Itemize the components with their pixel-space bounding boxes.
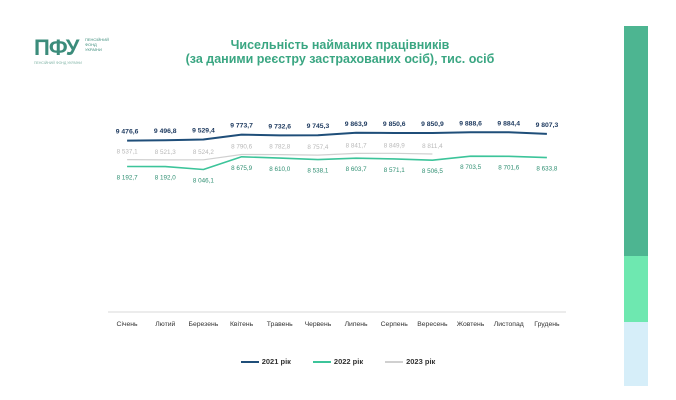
legend-label-2023: 2023 рік [406, 357, 436, 366]
legend-label-2021: 2021 рік [261, 357, 291, 366]
chart-legend: 2021 рік 2022 рік 2023 рік [0, 357, 676, 366]
data-label: 8 192,0 [155, 175, 177, 182]
data-label: 8 701,6 [498, 164, 520, 171]
chart-title-block: Чисельність найманих працівників (за дан… [160, 38, 520, 66]
data-label: 9 476,6 [116, 129, 139, 136]
data-label: 8 675,9 [231, 165, 253, 172]
legend-item-2023[interactable]: 2023 рік [385, 357, 435, 366]
legend-item-2022[interactable]: 2022 рік [312, 357, 364, 366]
data-label: 8 571,1 [384, 167, 406, 174]
x-tick-label: Жовтень [457, 321, 485, 328]
logo-sub-line: ПЕНСІЙНИЙ [85, 37, 109, 42]
data-label: 9 496,8 [154, 128, 177, 135]
series-line-2021-рік [127, 131, 547, 142]
x-tick-label: Січень [117, 320, 138, 328]
data-label: 8 703,5 [460, 164, 482, 171]
data-label: 9 850,6 [383, 121, 406, 128]
data-label: 8 521,3 [155, 149, 177, 156]
x-tick-label: Липень [345, 321, 368, 328]
legend-swatch-2023 [385, 360, 404, 363]
data-label: 9 884,4 [497, 120, 520, 127]
x-tick-label: Червень [305, 321, 332, 328]
data-label: 8 757,4 [307, 144, 329, 151]
data-label: 9 888,6 [459, 120, 482, 127]
series-line-2023-рік [127, 152, 433, 161]
legend-label-2022: 2022 рік [333, 357, 364, 366]
data-label: 9 529,4 [192, 128, 215, 135]
data-label: 9 807,3 [536, 122, 559, 129]
data-label: 8 603,7 [346, 166, 368, 173]
legend-swatch-2022 [312, 360, 331, 363]
data-label: 8 537,1 [117, 149, 139, 156]
sidebar-stripe-bottom [624, 322, 648, 386]
chart-subtitle: (за даними реєстру застрахованих осіб), … [185, 52, 495, 66]
legend-item-2021[interactable]: 2021 рік [240, 357, 291, 366]
data-label: 8 192,7 [117, 175, 139, 182]
logo-tagline: ПЕНСІЙНИЙ ФОНД УКРАЇНИ [34, 61, 82, 65]
data-label: 9 850,9 [421, 121, 444, 128]
data-label: 8 610,0 [269, 166, 291, 173]
logo-sub-line: УКРАЇНИ [85, 47, 102, 52]
data-label: 9 863,9 [345, 121, 368, 128]
chart-title: Чисельність найманих працівників [230, 38, 450, 52]
data-label: 8 538,1 [307, 168, 329, 175]
data-label: 8 849,9 [384, 142, 406, 149]
x-tick-label: Лютий [155, 320, 175, 328]
data-label: 8 811,4 [422, 143, 443, 150]
sidebar-stripe-middle [624, 256, 648, 322]
data-label: 8 790,6 [231, 144, 253, 151]
x-tick-label: Серпень [381, 321, 409, 328]
logo-mark: ПФУ [34, 35, 79, 60]
data-label: 9 773,7 [230, 123, 253, 130]
x-tick-label: Грудень [534, 321, 560, 328]
x-tick-label: Березень [189, 321, 219, 328]
logo-subtitle: ПЕНСІЙНИЙ ФОНД УКРАЇНИ [85, 37, 109, 52]
x-tick-label: Квітень [230, 320, 254, 328]
data-label: 8 633,8 [536, 166, 558, 173]
data-label: 9 732,6 [268, 123, 291, 130]
data-label: 8 841,7 [346, 142, 368, 149]
data-label: 8 506,5 [422, 168, 444, 175]
data-label: 8 046,1 [193, 178, 215, 185]
sidebar-stripe-top [624, 26, 648, 256]
data-label: 9 745,3 [307, 123, 330, 130]
x-tick-label: Травень [267, 321, 293, 328]
x-tick-label: Листопад [494, 321, 524, 328]
x-tick-label: Вересень [417, 321, 448, 328]
series-line-2022-рік [127, 155, 547, 171]
pfu-logo: ПФУ ПЕНСІЙНИЙ ФОНД УКРАЇНИ ПЕНСІЙНИЙ ФОН… [34, 36, 144, 70]
logo-sub-line: ФОНД [85, 42, 97, 47]
data-label: 8 782,8 [269, 144, 291, 151]
data-label: 8 524,2 [193, 149, 215, 156]
legend-swatch-2021 [240, 360, 259, 363]
